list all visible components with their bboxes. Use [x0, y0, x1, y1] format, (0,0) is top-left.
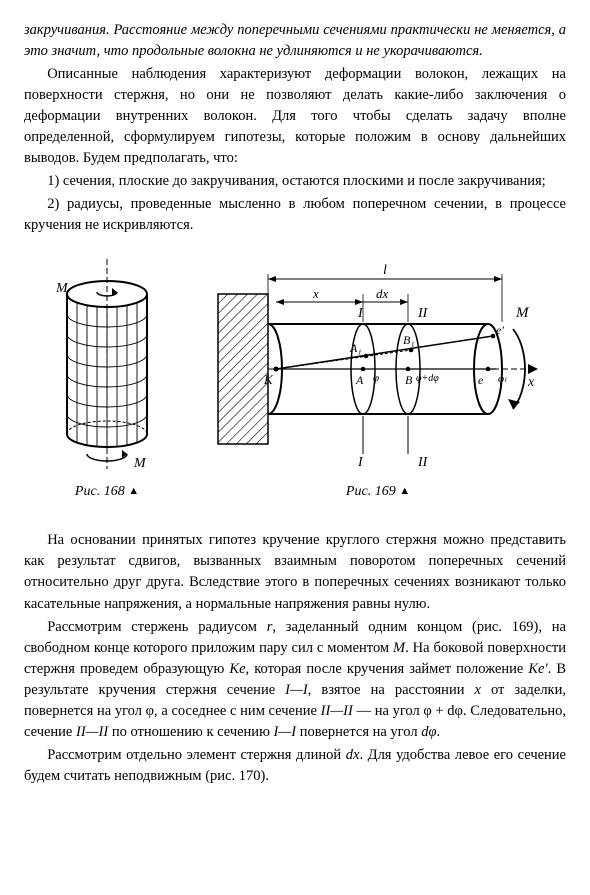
fig169-label-e1: e′: [496, 323, 504, 337]
fig169-label-B1: B₁: [403, 333, 415, 347]
paragraph-3: На основании принятых гипотез кручение к…: [24, 530, 566, 614]
fig169-label-phidphi: φ+dφ: [416, 373, 439, 384]
figure-168: M M Рис. 168 ▲: [42, 254, 172, 502]
fig169-label-II-top: II: [417, 306, 429, 321]
figure-169-caption: Рис. 169 ▲: [208, 482, 548, 502]
fig169-label-phil: φₗ: [498, 373, 507, 385]
figures-row: M M Рис. 168 ▲: [24, 254, 566, 502]
figure-168-caption: Рис. 168 ▲: [42, 482, 172, 502]
fig168-label-M-top: M: [55, 281, 69, 296]
paragraph-5: Рассмотрим отдельно элемент стержня длин…: [24, 745, 566, 787]
paragraph-4: Рассмотрим стержень радиусом r, заделанн…: [24, 617, 566, 743]
fig169-label-I-bot: I: [357, 455, 364, 470]
figure-169-svg: l x dx I II I II M K A A₁ B B₁ e e′ φ φ+…: [208, 254, 548, 474]
fig169-label-x: x: [312, 286, 319, 301]
list-item-2: 2) радиусы, проведенные мысленно в любом…: [24, 194, 566, 236]
fig169-label-l: l: [383, 263, 387, 278]
figure-169: l x dx I II I II M K A A₁ B B₁ e e′ φ φ+…: [208, 254, 548, 502]
fig169-label-M: M: [515, 305, 530, 321]
fig169-label-e: e: [478, 373, 484, 387]
fig169-label-xaxis: x: [527, 375, 535, 390]
fig169-label-A: A: [355, 373, 364, 387]
fig169-label-II-bot: II: [417, 455, 429, 470]
paragraph-1: закручивания. Расстояние между поперечны…: [24, 20, 566, 62]
paragraph-2: Описанные наблюдения характеризуют дефор…: [24, 64, 566, 169]
fig169-label-B: B: [405, 373, 413, 387]
list-item-1: 1) сечения, плоские до закручивания, ост…: [24, 171, 566, 192]
fig169-label-phi: φ: [373, 372, 379, 384]
para1-text: закручивания. Расстояние между поперечны…: [24, 22, 566, 59]
figure-168-svg: M M: [42, 254, 172, 474]
fig169-label-dx: dx: [376, 286, 389, 301]
fig168-label-M-bot: M: [133, 456, 147, 471]
fig169-label-K: K: [263, 372, 274, 387]
fig169-label-A1: A₁: [349, 341, 362, 355]
